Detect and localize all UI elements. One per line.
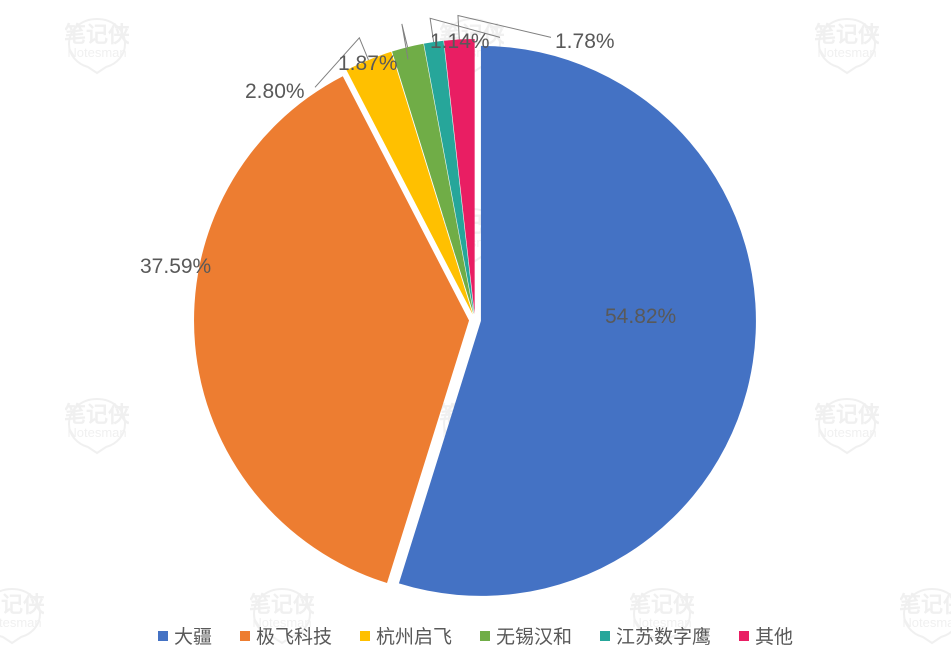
legend-swatch <box>158 631 168 641</box>
legend-item: 大疆 <box>158 622 212 649</box>
slice-label: 1.14% <box>430 30 490 54</box>
legend-label: 杭州启飞 <box>376 622 452 649</box>
legend-item: 其他 <box>739 622 793 649</box>
legend-label: 无锡汉和 <box>496 622 572 649</box>
slice-label: 1.87% <box>338 52 398 76</box>
legend-label: 极飞科技 <box>256 622 332 649</box>
legend-label: 大疆 <box>174 622 212 649</box>
legend-swatch <box>739 631 749 641</box>
legend-swatch <box>600 631 610 641</box>
legend-label: 江苏数字鹰 <box>616 622 711 649</box>
legend-item: 杭州启飞 <box>360 622 452 649</box>
slice-label: 2.80% <box>245 80 305 104</box>
legend-swatch <box>360 631 370 641</box>
legend-swatch <box>240 631 250 641</box>
legend-item: 极飞科技 <box>240 622 332 649</box>
legend: 大疆 极飞科技 杭州启飞 无锡汉和 江苏数字鹰 其他 <box>0 622 951 649</box>
legend-label: 其他 <box>755 622 793 649</box>
slice-label: 54.82% <box>605 305 676 329</box>
pie-chart-container: 笔记侠Notesman笔记侠Notesman笔记侠Notesman笔记侠Note… <box>0 0 951 667</box>
slice-label: 37.59% <box>140 255 211 279</box>
legend-swatch <box>480 631 490 641</box>
pie-chart <box>0 0 951 667</box>
legend-item: 无锡汉和 <box>480 622 572 649</box>
slice-label: 1.78% <box>555 30 615 54</box>
legend-item: 江苏数字鹰 <box>600 622 711 649</box>
